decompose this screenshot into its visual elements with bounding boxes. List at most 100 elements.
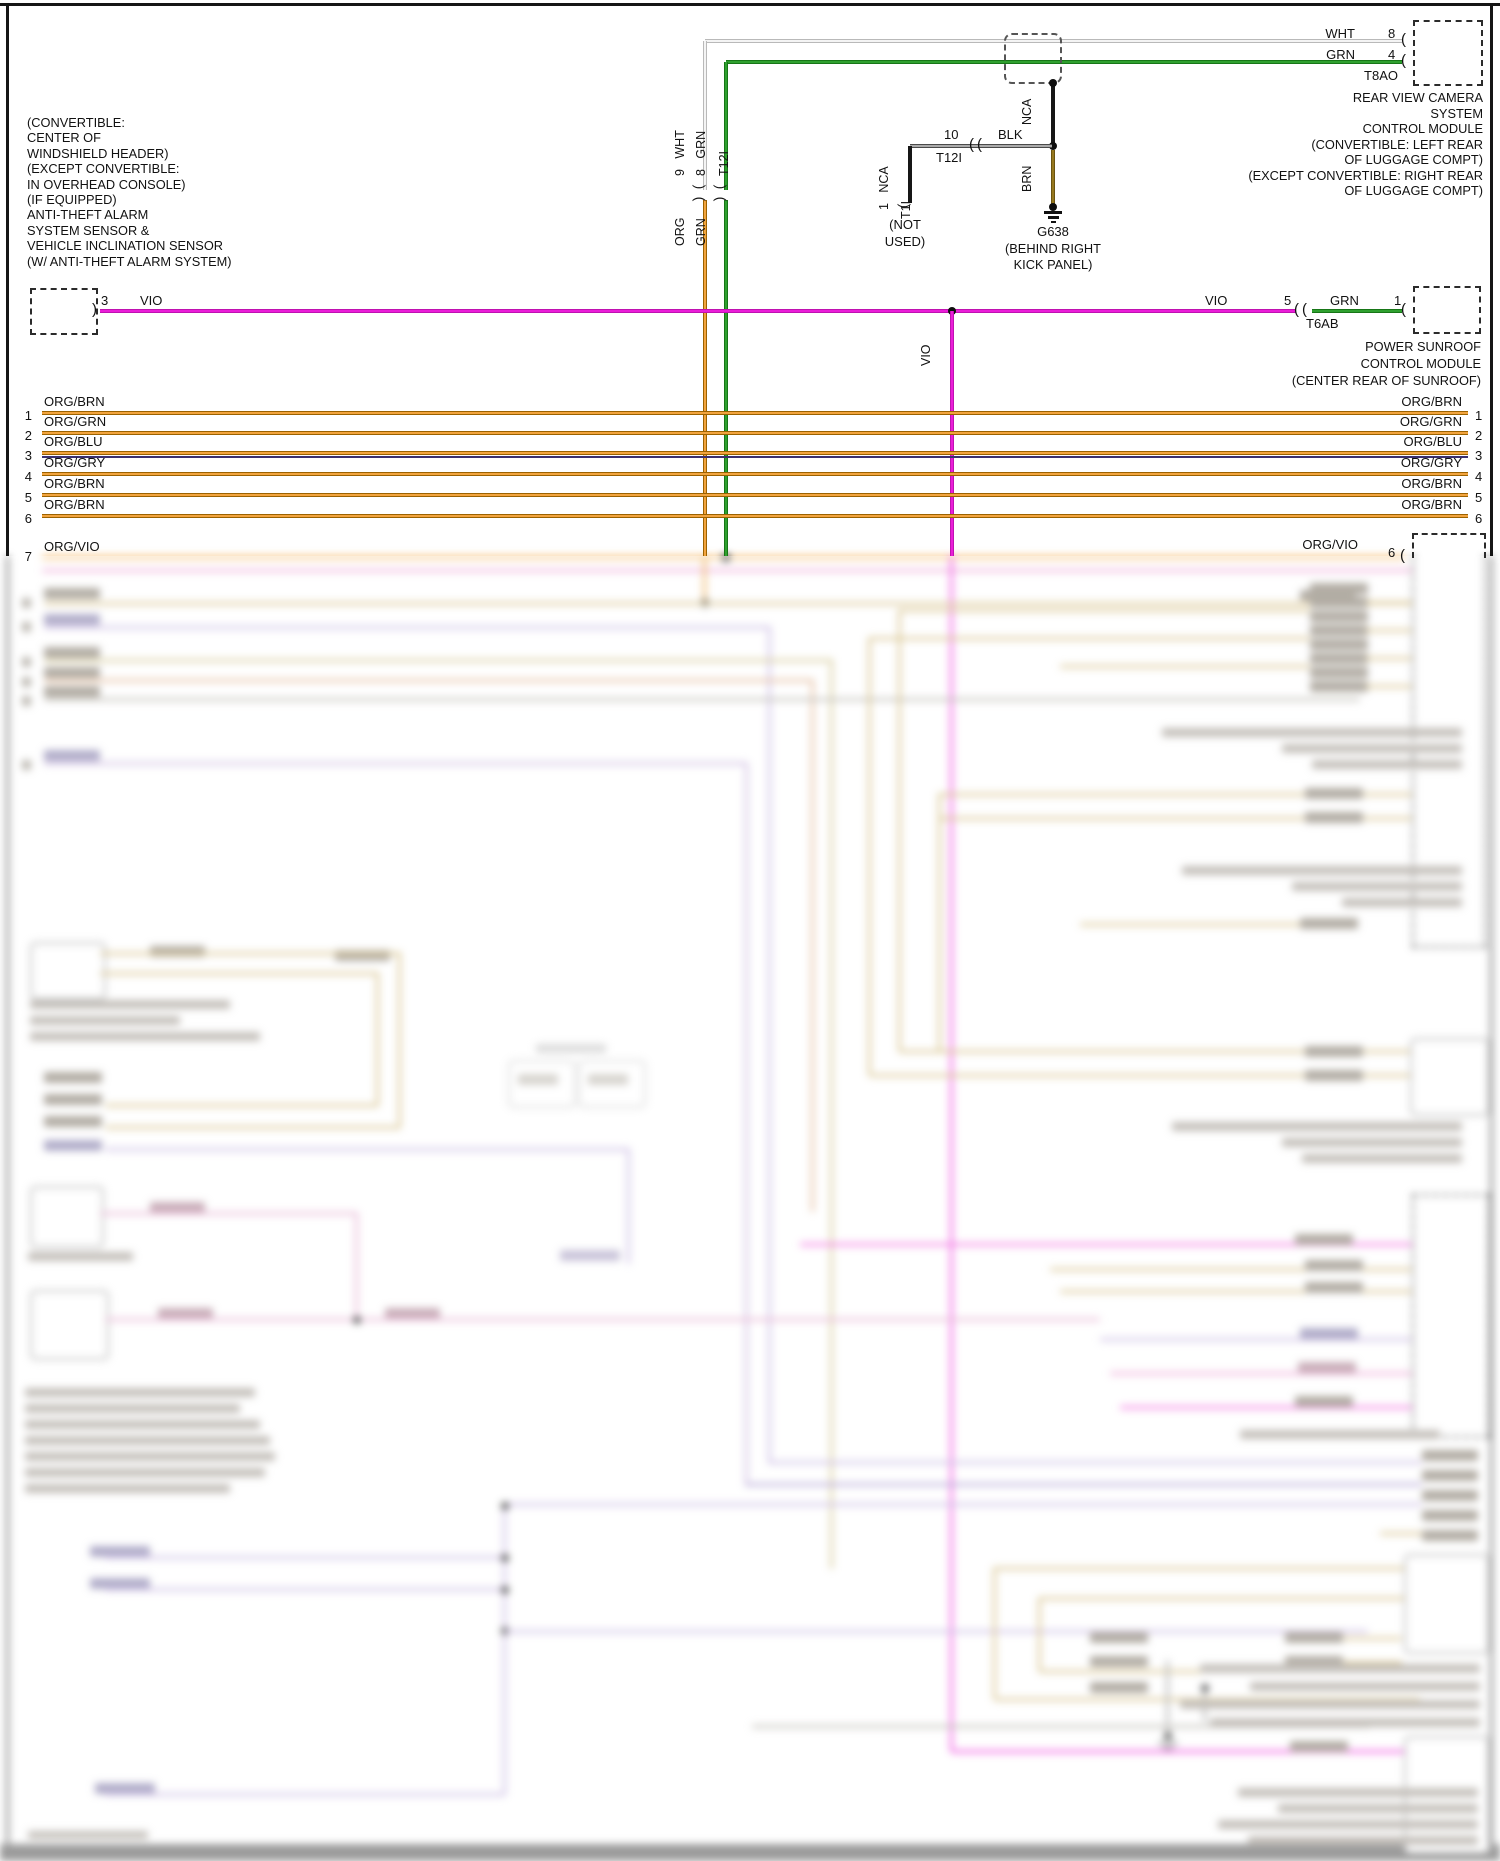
blur-wire bbox=[105, 1318, 1100, 1321]
ground-icon bbox=[1051, 221, 1056, 223]
blur-wire bbox=[900, 609, 1310, 612]
blur-text bbox=[1292, 882, 1462, 891]
ground-dot bbox=[1049, 203, 1057, 211]
blur-wire bbox=[1120, 1406, 1412, 1409]
wire-color-label: BRN bbox=[1020, 165, 1034, 192]
blur-wire bbox=[900, 1050, 1305, 1053]
page-border-left bbox=[6, 3, 9, 556]
wire-color-label: GRN bbox=[694, 218, 708, 246]
blur-junction-dot bbox=[501, 1502, 509, 1510]
blur-wire bbox=[1110, 1372, 1412, 1375]
blur-text bbox=[536, 1044, 606, 1053]
blur-wire bbox=[100, 1212, 357, 1215]
bus-wire bbox=[42, 451, 1468, 455]
blur-border bbox=[1490, 556, 1493, 1848]
wire-color-label: ORG/BLU bbox=[44, 434, 103, 449]
bus-wire bbox=[42, 431, 1468, 435]
blur-wire bbox=[1050, 1268, 1412, 1271]
blur-text bbox=[1180, 1700, 1480, 1709]
blur-wire bbox=[105, 1588, 505, 1591]
blur-label bbox=[44, 1072, 102, 1083]
blur-text bbox=[1218, 1820, 1478, 1829]
blur-wire bbox=[993, 1567, 996, 1700]
blur-text bbox=[1282, 744, 1462, 753]
blur-wire bbox=[768, 1461, 1422, 1464]
wire-color-label: ORG/GRY bbox=[44, 455, 106, 470]
blur-text bbox=[25, 1468, 265, 1477]
blur-wire bbox=[44, 698, 1360, 701]
blur-label bbox=[44, 588, 100, 599]
blur-label bbox=[1300, 918, 1358, 929]
blur-wire bbox=[868, 637, 871, 1076]
wire-color-label: GRN bbox=[1330, 293, 1359, 308]
blur-label bbox=[588, 1074, 628, 1085]
blur-wire bbox=[995, 1698, 1420, 1701]
blur-wire bbox=[1363, 793, 1412, 796]
sensor-connector-box bbox=[30, 288, 98, 335]
blue-stripe bbox=[42, 456, 1468, 458]
pin-number: 6 bbox=[1388, 545, 1396, 560]
blur-module-box bbox=[30, 942, 106, 1000]
blur-module-box bbox=[1410, 1038, 1490, 1116]
pin-number: 4 bbox=[24, 469, 32, 484]
blur-wire bbox=[830, 659, 833, 1569]
blur-wire bbox=[1380, 1532, 1422, 1535]
pin-socket-icon: ( bbox=[1400, 547, 1405, 564]
grn-wire bbox=[724, 200, 728, 556]
blur-wire bbox=[44, 679, 813, 682]
connector-id-label: T8AO bbox=[1364, 68, 1398, 83]
blur-wire bbox=[1100, 1338, 1412, 1341]
blur-wire bbox=[800, 1243, 1412, 1246]
blur-text bbox=[25, 1484, 230, 1493]
blur-label bbox=[385, 1308, 440, 1319]
ground-location-caption: (BEHIND RIGHT KICK PANEL) bbox=[1005, 241, 1101, 272]
blur-text bbox=[1250, 1682, 1480, 1691]
blur-label bbox=[1305, 1282, 1363, 1293]
blur-label bbox=[1310, 639, 1368, 650]
wire-color-label: 1 NCA bbox=[877, 166, 891, 210]
pin-number: 3 bbox=[24, 448, 32, 463]
wire-color-label: WHT bbox=[1325, 26, 1355, 41]
blur-pin bbox=[22, 677, 31, 687]
grn-wire bbox=[724, 62, 728, 190]
blur-label bbox=[90, 1546, 150, 1557]
blur-label bbox=[1422, 1490, 1478, 1501]
blur-veil bbox=[0, 556, 1500, 1861]
blur-text bbox=[30, 1000, 230, 1009]
blur-text bbox=[25, 1420, 260, 1429]
pin-socket-icon: ( bbox=[1401, 31, 1406, 48]
blur-wire bbox=[811, 679, 814, 1212]
blur-wire bbox=[505, 1503, 1422, 1506]
blur-label bbox=[1422, 1450, 1478, 1461]
blur-module-box bbox=[1412, 1194, 1490, 1438]
grn-wire bbox=[726, 60, 1402, 64]
connector-id-label: T6AB bbox=[1306, 316, 1339, 331]
blur-text bbox=[28, 1252, 133, 1261]
blur-label bbox=[158, 1308, 213, 1319]
bus-wire bbox=[42, 493, 1468, 497]
blur-wire bbox=[355, 1212, 358, 1320]
blur-wire bbox=[898, 609, 901, 1052]
blur-wire bbox=[1038, 1597, 1041, 1672]
blur-wire bbox=[105, 1148, 629, 1151]
blur-label bbox=[1090, 1656, 1148, 1667]
blur-wire bbox=[44, 659, 832, 662]
blur-text bbox=[28, 1831, 148, 1839]
blur-label bbox=[1295, 1234, 1353, 1245]
blur-text bbox=[1172, 1122, 1462, 1131]
junction-dot bbox=[1049, 142, 1057, 150]
blur-label bbox=[1422, 1530, 1478, 1541]
blur-wire bbox=[1158, 1742, 1178, 1745]
blur-wire bbox=[870, 1074, 1305, 1077]
wire-color-label: BLK bbox=[998, 127, 1023, 142]
pin-number: 6 bbox=[1475, 511, 1483, 526]
nca-wire bbox=[1051, 82, 1055, 146]
blur-label bbox=[1310, 583, 1368, 594]
blur-wire bbox=[398, 952, 401, 1128]
pin-number: 4 bbox=[1388, 47, 1396, 62]
blur-module-box bbox=[1404, 1554, 1490, 1654]
wire-color-label: ORG/GRY bbox=[1400, 455, 1462, 470]
blur-wire bbox=[105, 1104, 378, 1107]
wire-color-label: VIO bbox=[1205, 293, 1228, 308]
